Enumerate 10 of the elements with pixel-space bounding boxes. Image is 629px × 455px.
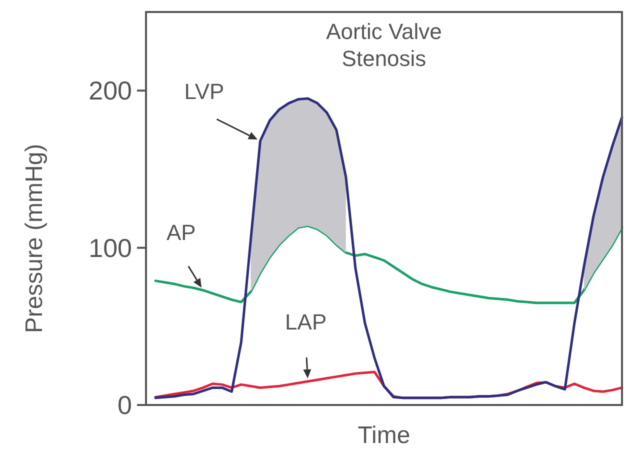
y-tick-label: 100	[88, 232, 132, 263]
text: LVP	[184, 78, 224, 104]
y-tick-label: 0	[118, 390, 132, 420]
y-tick-label: 200	[88, 76, 132, 106]
series-label: AP	[166, 220, 196, 246]
line-series	[154, 97, 624, 400]
y-axis-title: Pressure (mmHg)	[21, 144, 48, 334]
x-axis-title: Time	[358, 422, 410, 449]
text: Aortic Valve Stenosis	[326, 19, 442, 71]
series-label: LAP	[285, 309, 327, 334]
